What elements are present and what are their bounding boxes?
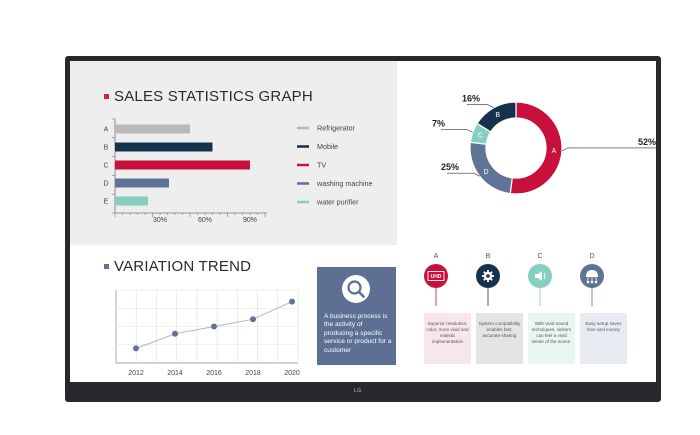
trend-point: [211, 323, 217, 330]
donut-percent-label: 25%: [441, 162, 459, 172]
bar-category-label: E: [104, 199, 109, 206]
bar-a: [115, 124, 190, 134]
variation-title-bullet: [104, 264, 109, 269]
uhd-icon: UHD: [424, 264, 448, 288]
donut-leader-line: [441, 129, 473, 133]
bar-x-tick-label: 30%: [153, 217, 167, 224]
legend-label: Refrigerator: [317, 124, 356, 133]
feature-card-d: Easy setup saves time and money: [580, 313, 627, 364]
bar-c: [115, 160, 250, 170]
business-process-card: A business process is the activity of pr…: [317, 267, 396, 365]
trend-x-tick-label: 2014: [167, 370, 183, 377]
bar-category-label: A: [104, 127, 109, 134]
bar-category-label: D: [103, 181, 108, 188]
feature-letter: B: [486, 253, 491, 260]
sales-title-bullet: [104, 94, 109, 99]
donut-segment-letter: B: [495, 112, 500, 119]
uhd-badge-text: UHD: [431, 274, 442, 280]
bar-x-tick-label: 90%: [243, 217, 257, 224]
donut-segment-letter: D: [483, 169, 488, 176]
tv-logo: LG: [354, 388, 362, 394]
feature-letter: D: [589, 253, 594, 260]
sales-bar-chart: A B C D E 30% 60% 90% Refrigerator Mobile TV washin…: [103, 118, 373, 224]
variation-line-chart: 2012 2014 2016 2018 2020: [115, 289, 300, 377]
trend-point: [172, 330, 178, 337]
feature-letter: C: [537, 253, 542, 260]
feature-card-a: Superior resolution, color, more vivid a…: [424, 313, 471, 364]
trend-x-tick-label: 2016: [206, 370, 222, 377]
donut-segment-a: [509, 101, 563, 195]
trend-point: [250, 316, 256, 323]
trend-point: [133, 345, 139, 352]
sales-title: SALES STATISTICS GRAPH: [114, 88, 313, 105]
bar-category-label: C: [103, 163, 108, 170]
bar-x-tick-label: 60%: [198, 217, 212, 224]
network-icon: [580, 264, 604, 288]
bar-category-label: B: [104, 145, 109, 152]
tv-screen: SALES STATISTICS GRAPH A B C D E 30% 60% 90% Ref…: [70, 61, 656, 382]
bar-d: [115, 178, 169, 188]
sales-panel: SALES STATISTICS GRAPH A B C D E 30% 60% 90% Ref…: [70, 61, 397, 245]
legend-label: washing machine: [316, 179, 373, 188]
donut-segment-d: [469, 141, 513, 195]
trend-x-tick-label: 2020: [284, 370, 300, 377]
trend-x-tick-label: 2018: [245, 370, 261, 377]
trend-x-tick-label: 2012: [128, 370, 144, 377]
bar-e: [115, 196, 148, 206]
donut-leader-line: [561, 147, 656, 152]
feature-card-c: With vivid sound techniques, visitors ca…: [528, 313, 575, 364]
donut-segment-letter: C: [478, 133, 483, 140]
bar-b: [115, 142, 213, 152]
donut-leader-line: [447, 172, 480, 177]
legend-label: Mobile: [317, 142, 338, 151]
feature-icons-row: A UHD B C D: [424, 253, 604, 306]
donut-chart: A 52% D 25% C 7% B 16%: [432, 94, 656, 195]
donut-segment-letter: A: [552, 148, 557, 155]
donut-percent-label: 52%: [638, 137, 656, 147]
feature-letter: A: [434, 253, 439, 260]
gear-icon: [476, 264, 500, 288]
donut-leader-line: [467, 104, 494, 108]
speaker-icon: [528, 264, 552, 288]
donut-percent-label: 16%: [462, 94, 480, 104]
feature-card-b: System compatibility enables fast, accur…: [476, 313, 523, 364]
trend-point: [289, 298, 295, 305]
business-process-text: A business process is the activity of pr…: [324, 313, 392, 354]
variation-title: VARIATION TREND: [114, 258, 252, 275]
legend-label: TV: [317, 161, 326, 170]
donut-segment-b: [476, 101, 517, 133]
search-icon: [342, 275, 370, 303]
donut-percent-label: 7%: [432, 118, 445, 128]
legend-label: water purifier: [316, 198, 359, 207]
